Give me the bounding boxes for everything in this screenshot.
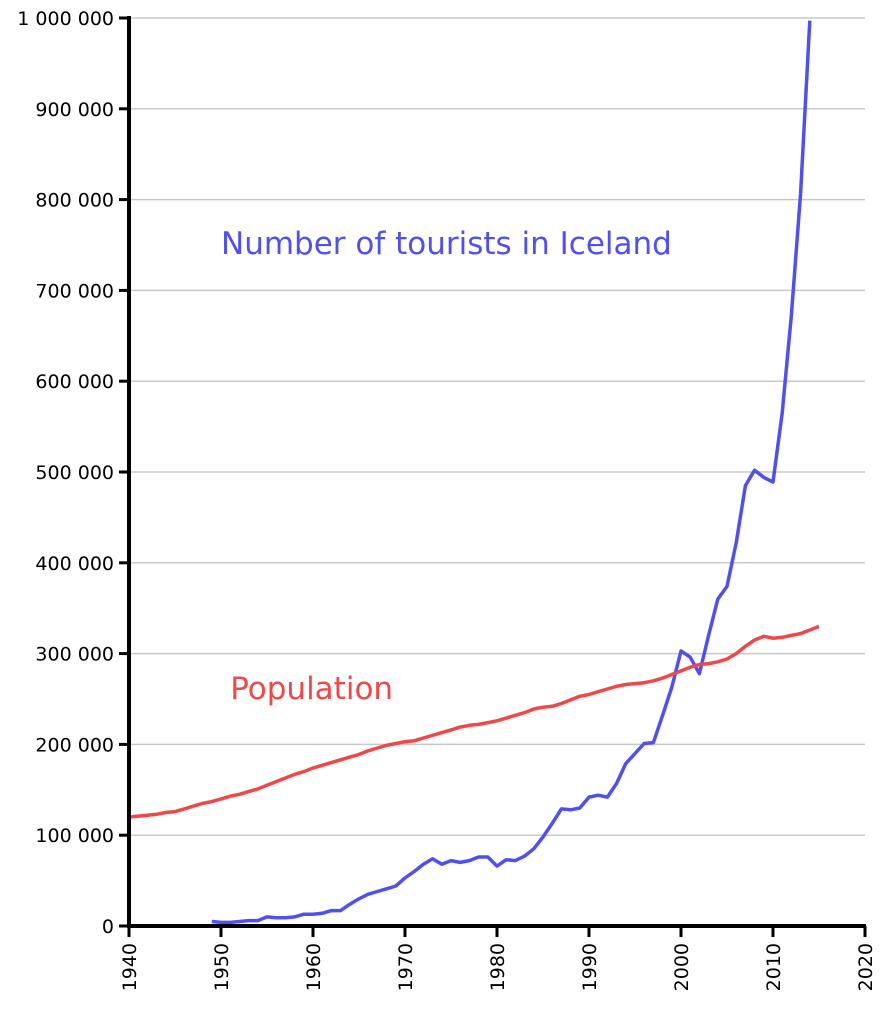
- tourists-series-label: Number of tourists in Iceland: [221, 226, 672, 262]
- y-tick-label: 0: [102, 916, 114, 938]
- y-tick-label: 600 000: [35, 371, 114, 393]
- axis-ticks: 0 100 000 200 000 300 000 400 000 500 000 600 …: [17, 8, 877, 991]
- y-tick-label: 700 000: [35, 280, 114, 302]
- x-tick-label: 2020: [855, 943, 877, 991]
- series-lines: [128, 20, 820, 925]
- x-tick-label: 1970: [395, 943, 417, 991]
- y-tick-label: 1 000 000: [17, 8, 114, 30]
- series-line-population: [128, 624, 820, 819]
- x-tick-label: 1990: [579, 943, 601, 991]
- x-tick-label: 2000: [671, 943, 693, 991]
- x-tick-label: 1960: [303, 943, 325, 991]
- x-tick-label: 1980: [487, 943, 509, 991]
- x-tick-label: 1950: [211, 943, 233, 991]
- x-tick-label: 2010: [763, 943, 785, 991]
- y-tick-label: 900 000: [35, 99, 114, 121]
- y-tick-label: 200 000: [35, 734, 114, 756]
- grid-lines: [129, 17, 865, 836]
- y-tick-label: 100 000: [35, 825, 114, 847]
- y-tick-label: 400 000: [35, 553, 114, 575]
- y-tick-label: 800 000: [35, 190, 114, 212]
- population-series-label: Population: [230, 671, 393, 707]
- series-line-tourists: [211, 20, 812, 925]
- x-tick-label: 1940: [119, 943, 141, 991]
- y-tick-label: 500 000: [35, 462, 114, 484]
- y-tick-label: 300 000: [35, 644, 114, 666]
